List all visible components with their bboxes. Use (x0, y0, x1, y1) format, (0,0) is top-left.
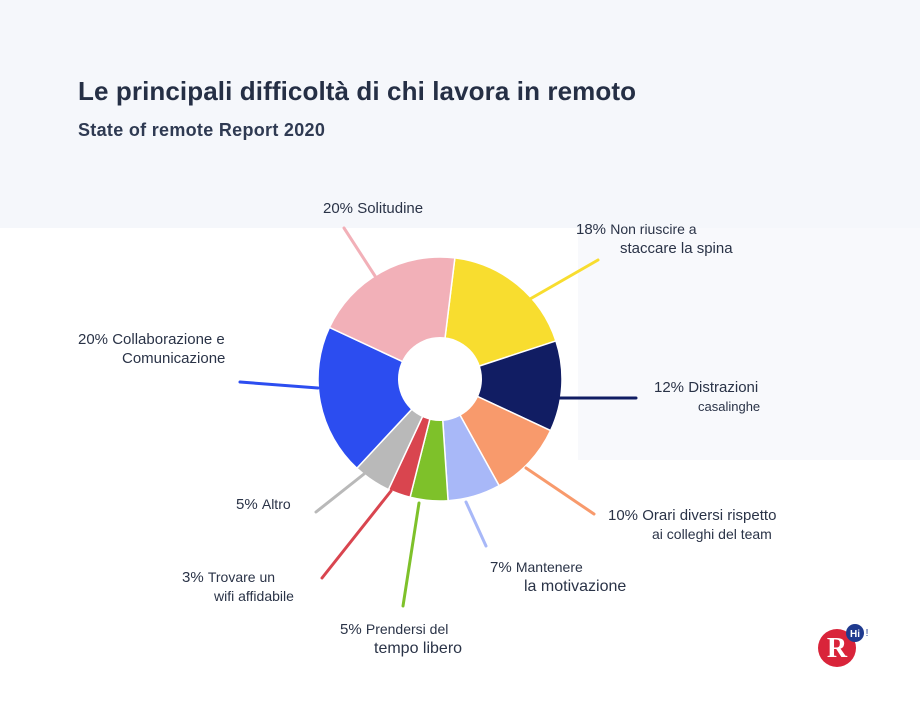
header-background (0, 0, 920, 228)
label-percent: 3% (182, 569, 204, 586)
leader-line-4 (401, 501, 421, 608)
label-collaborazione: 20% Collaborazione e Comunicazione (78, 330, 225, 368)
donut-hole (398, 337, 482, 421)
leader-line-2 (524, 466, 596, 516)
label-line1: Collaborazione e (112, 331, 225, 348)
leader-line-7 (238, 380, 320, 390)
leader-line-0 (528, 258, 600, 301)
logo-letter: R (827, 633, 848, 664)
logo-circle (818, 629, 856, 667)
leader-lines-group (238, 226, 638, 608)
label-line1: Orari diversi rispetto (642, 507, 777, 524)
label-percent: 12% (654, 379, 685, 396)
leader-line-5 (320, 489, 393, 580)
leader-line-3 (464, 500, 488, 548)
label-solitudine: 20% Solitudine (323, 199, 423, 218)
logo-badge-text: Hi (850, 629, 860, 640)
label-tempo-libero: 5% Prendersi del tempo libero (340, 620, 462, 658)
label-orari: 10% Orari diversi rispetto ai colleghi d… (608, 506, 776, 544)
label-line1: Non riuscire a (610, 221, 697, 237)
leader-line-8 (342, 226, 377, 278)
label-non-riuscire: 18% Non riuscire a staccare la spina (576, 220, 733, 258)
side-background (578, 228, 920, 460)
label-line1: Solitudine (357, 200, 424, 217)
label-percent: 10% (608, 507, 639, 524)
label-percent: 18% (576, 221, 607, 238)
chart-subtitle: State of remote Report 2020 (78, 120, 326, 140)
label-line2: staccare la spina (620, 240, 733, 257)
label-line1: Trovare un (207, 569, 276, 585)
label-line2: wifi affidabile (214, 588, 294, 604)
label-percent: 5% (340, 621, 362, 638)
label-line2: ai colleghi del team (652, 526, 772, 542)
label-line2: casalinghe (698, 399, 761, 414)
label-line2: la motivazione (524, 578, 627, 595)
chart-title: Le principali difficoltà di chi lavora i… (78, 76, 637, 106)
label-line1: Prendersi del (365, 621, 449, 637)
label-line2: Comunicazione (122, 350, 226, 367)
brand-logo: R Hi ! (818, 624, 869, 667)
label-wifi: 3% Trovare un wifi affidabile (182, 568, 294, 606)
label-percent: 20% (323, 200, 354, 217)
label-line1: Altro (261, 496, 291, 512)
label-line1: Mantenere (515, 559, 583, 575)
label-distrazioni: 12% Distrazioni casalinghe (654, 378, 760, 416)
label-line1: Distrazioni (688, 379, 759, 396)
leader-line-6 (314, 472, 366, 514)
label-percent: 7% (490, 559, 512, 576)
slice-7 (317, 326, 442, 470)
label-altro: 5% Altro (236, 495, 291, 514)
slice-1 (437, 339, 563, 432)
label-line2: tempo libero (374, 640, 463, 657)
label-motivazione: 7% Mantenere la motivazione (490, 558, 626, 596)
logo-badge (846, 624, 864, 642)
logo-mark: ! (866, 628, 869, 639)
label-percent: 5% (236, 496, 258, 513)
label-percent: 20% (78, 331, 109, 348)
